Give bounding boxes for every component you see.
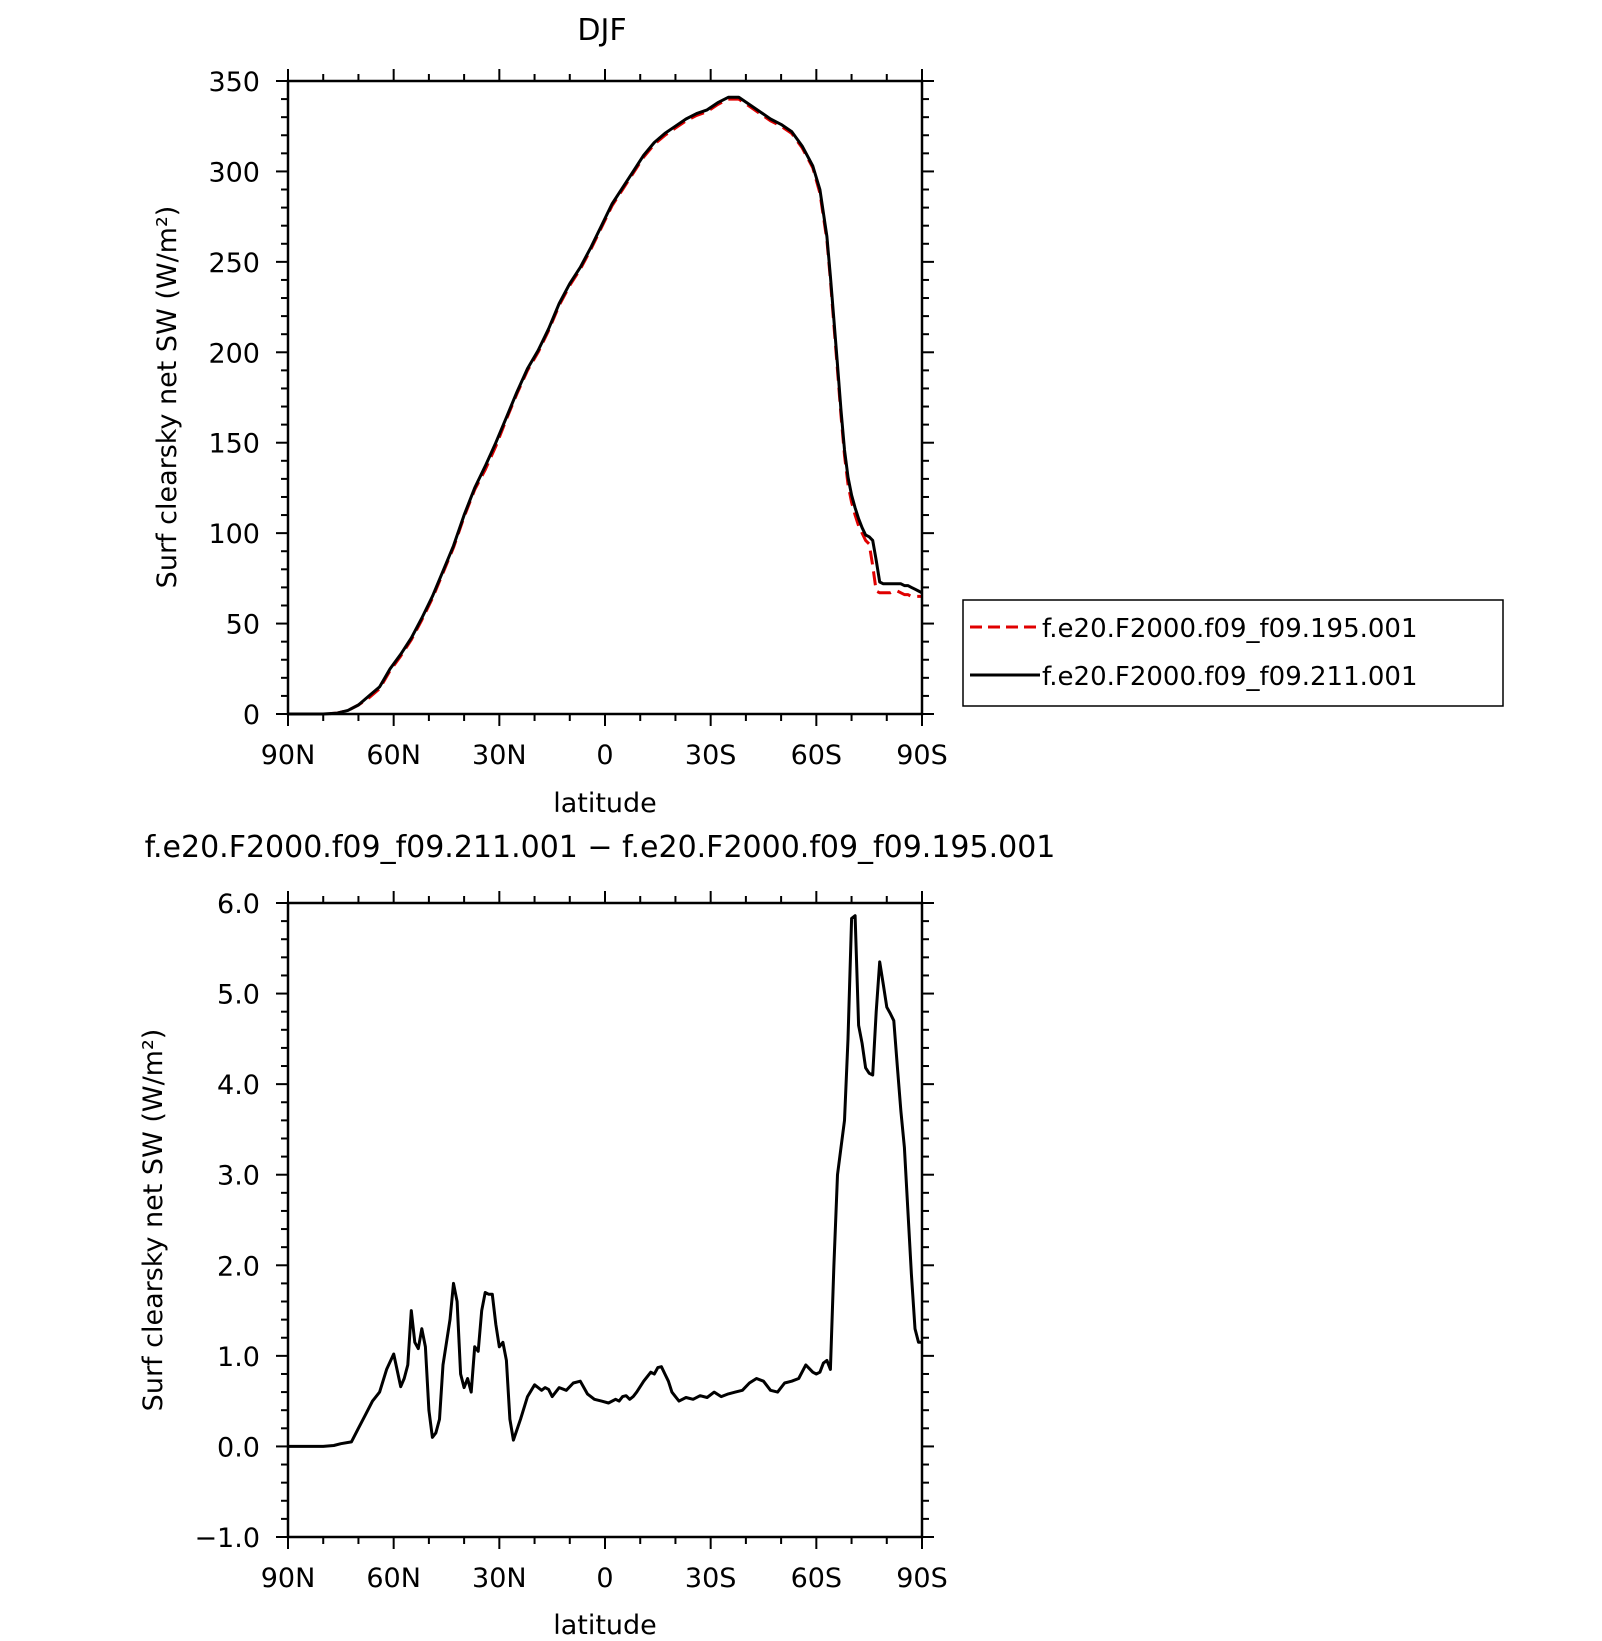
bottom-series-line-0 [288,914,922,1448]
top-panel: DJF 90N 60N 30N 0 30S 60S 90S 0 50 100 150 200 250 30… [152,13,1504,819]
bottom-chart-title: f.e20.F2000.f09_f09.211.001 − f.e20.F200… [145,830,1056,865]
top-y-tick-label: 200 [208,338,260,369]
bottom-x-tick-label: 60S [791,1563,843,1594]
bottom-y-tick-label: 2.0 [217,1251,260,1282]
bottom-x-axis-label: latitude [553,1610,657,1641]
bottom-x-tick-label: 30N [472,1563,527,1594]
top-series-line-1 [288,95,923,716]
top-tick-labels: 90N 60N 30N 0 30S 60S 90S 0 50 100 150 200 250 300 350 [208,67,947,771]
bottom-x-tick-label: 30S [685,1563,737,1594]
top-x-tick-label: 60N [366,740,421,771]
top-x-tick-label: 60S [791,740,843,771]
bottom-series-lines [288,914,922,1448]
bottom-x-tick-label: 0 [596,1563,613,1594]
top-plot-frame [286,79,924,716]
legend-box [962,599,1504,707]
bottom-y-tick-label: 1.0 [217,1342,260,1373]
top-x-tick-label: 90S [896,740,948,771]
bottom-y-tick-label: 5.0 [217,980,260,1011]
top-y-axis-label: Surf clearsky net SW (W/m²) [152,206,183,589]
top-y-tick-label: 350 [208,67,260,98]
bottom-y-tick-label: 3.0 [217,1161,260,1192]
top-x-tick-label: 90N [261,740,316,771]
bottom-x-tick-label: 90N [261,1563,316,1594]
bottom-y-tick-label: 0.0 [217,1432,260,1463]
top-chart-title: DJF [577,13,626,48]
bottom-panel: f.e20.F2000.f09_f09.211.001 − f.e20.F200… [138,830,1055,1641]
top-y-tick-label: 150 [208,429,260,460]
bottom-y-tick-label: 4.0 [217,1070,260,1101]
top-x-tick-label: 0 [596,740,613,771]
top-y-tick-label: 0 [243,700,260,731]
top-y-tick-label: 100 [208,519,260,550]
top-y-tick-label: 250 [208,248,260,279]
bottom-y-tick-label: 6.0 [217,889,260,920]
top-y-tick-label: 300 [208,157,260,188]
bottom-x-tick-label: 60N [366,1563,421,1594]
bottom-tick-labels: 90N 60N 30N 0 30S 60S 90S −1.0 0.0 1.0 2.0 3.0 4.0 5.… [194,889,947,1594]
top-x-tick-label: 30N [472,740,527,771]
bottom-x-tick-label: 90S [896,1563,948,1594]
legend-entry-195: f.e20.F2000.f09_f09.195.001 [1042,614,1418,644]
bottom-y-axis-label: Surf clearsky net SW (W/m²) [138,1029,169,1412]
legend-entry-211: f.e20.F2000.f09_f09.211.001 [1042,662,1418,692]
top-y-tick-label: 50 [226,610,260,641]
top-x-tick-label: 30S [685,740,737,771]
top-series-lines [288,95,923,716]
bottom-plot-frame [286,901,924,1539]
bottom-y-tick-label: −1.0 [194,1523,260,1554]
top-x-axis-label: latitude [553,788,657,819]
legend: f.e20.F2000.f09_f09.195.001 f.e20.F2000.… [962,599,1504,707]
